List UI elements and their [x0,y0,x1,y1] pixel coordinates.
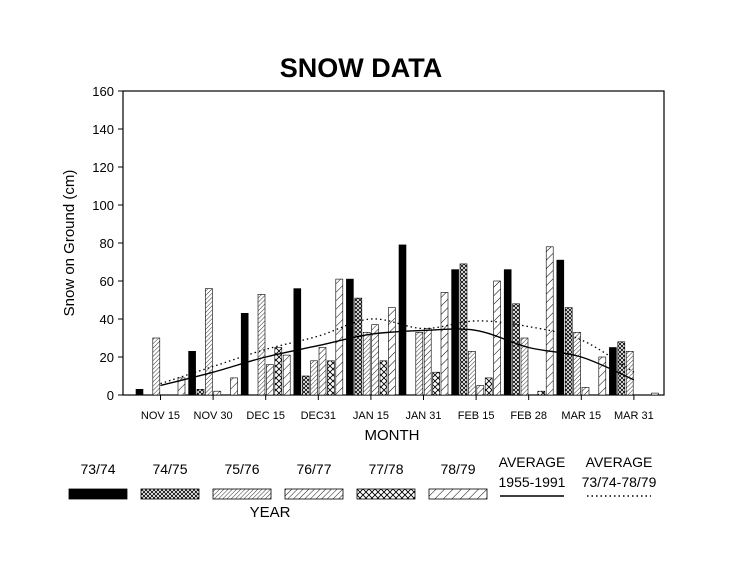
bar-77-78-7 [537,390,546,396]
legend-swatch-75-76 [212,488,272,500]
x-tick-label: JAN 15 [353,410,389,422]
bar-73-74-0 [135,388,144,396]
average-1955-1991-line [160,328,635,387]
legend-label-73-74: 73/74 [80,461,115,477]
bar-73-74-5 [398,244,407,396]
bar-77-78-6 [484,377,493,396]
bar-77-78-3 [327,360,335,396]
bar-73-74-8 [556,259,565,396]
x-tick-label: MAR 31 [614,410,654,422]
bar-76-77-5 [423,328,432,396]
bar-74-75-3 [301,375,310,396]
bar-78-79-4 [388,307,396,396]
y-tick-label: 140 [92,122,114,137]
legend-label-75-76: 75/76 [224,461,259,477]
legend-label-74-75: 74/75 [152,461,187,477]
bar-77-78-5 [432,371,440,396]
bar-75-76-7 [520,337,529,396]
bar-77-78-4 [379,360,388,396]
x-tick-label: FEB 28 [510,410,547,422]
y-tick-label: 20 [100,350,114,365]
legend-label-77-78: 77/78 [368,461,403,477]
y-axis-title: Snow on Ground (cm) [61,170,78,317]
bar-75-76-2 [257,293,266,396]
y-tick-label: 0 [107,388,114,403]
bar-75-76-4 [362,331,371,396]
y-tick-label: 80 [100,236,114,251]
bar-74-75-8 [564,307,573,396]
legend-line-label: AVERAGE [499,454,566,470]
bar-75-76-8 [573,331,581,396]
legend-line-label: 1955-1991 [499,474,566,490]
legend-title: YEAR [250,504,291,521]
bar-78-79-7 [545,246,554,396]
legend-swatch-77-78 [356,488,416,500]
bar-74-75-4 [354,297,363,396]
x-tick-label: NOV 15 [141,410,180,422]
bar-75-76-1 [205,288,213,396]
x-tick-label: DEC 15 [246,410,285,422]
bar-78-79-1 [230,377,238,396]
y-tick-label: 100 [92,198,114,213]
x-tick-label: NOV 30 [194,410,233,422]
bar-76-77-1 [213,390,222,396]
x-axis-title: MONTH [365,427,420,444]
bar-73-74-1 [188,350,196,396]
bar-75-76-5 [415,331,424,396]
x-tick-label: FEB 15 [458,410,495,422]
legend-swatch-74-75 [140,488,200,500]
bar-76-77-3 [318,347,327,396]
bar-74-75-1 [196,388,205,396]
bar-75-76-6 [468,350,476,396]
y-axis: 0 20 40 60 80 100 120 140 160 [92,84,123,403]
y-tick-label: 120 [92,160,114,175]
bar-73-74-2 [240,312,249,396]
legend: 73/74 74/75 75/76 76/77 77/78 78/79 AVERAGE 195… [68,454,657,500]
x-tick-label: DEC31 [301,410,336,422]
bar-78-79-3 [335,278,344,396]
bar-77-78-2 [274,347,283,396]
x-axis: NOV 15 NOV 30 DEC 15 DEC31 JAN 15 JAN 31 FEB 1… [141,395,654,422]
bar-78-79-8 [598,356,607,396]
bar-76-77-8 [581,387,590,396]
chart-title: SNOW DATA [280,53,442,83]
y-tick-label: 60 [100,274,114,289]
bar-75-76-0 [152,337,161,396]
bar-76-77-6 [476,385,485,396]
bar-76-77-4 [371,324,379,396]
bar-76-77-2 [266,364,274,396]
legend-label-76-77: 76/77 [296,461,331,477]
legend-swatch-73-74 [68,488,128,500]
bar-74-75-9 [617,341,626,396]
bar-78-79-5 [440,292,449,396]
bar-75-76-3 [310,360,318,396]
bar-73-74-6 [451,269,459,396]
x-tick-label: JAN 31 [405,410,441,422]
bar-74-75-7 [512,303,520,396]
bar-78-79-9 [651,392,659,396]
bar-78-79-2 [282,354,291,396]
bar-73-74-7 [503,269,512,396]
bar-78-79-0 [177,377,186,396]
y-tick-label: 40 [100,312,114,327]
bar-75-76-9 [625,350,634,396]
legend-label-78-79: 78/79 [440,461,475,477]
y-tick-label: 160 [92,84,114,99]
x-tick-label: MAR 15 [561,410,601,422]
average-lines [160,318,635,387]
legend-swatch-78-79 [428,488,488,500]
legend-line-label: AVERAGE [586,454,653,470]
legend-swatch-76-77 [284,488,344,500]
legend-line-label: 73/74-78/79 [582,474,657,490]
